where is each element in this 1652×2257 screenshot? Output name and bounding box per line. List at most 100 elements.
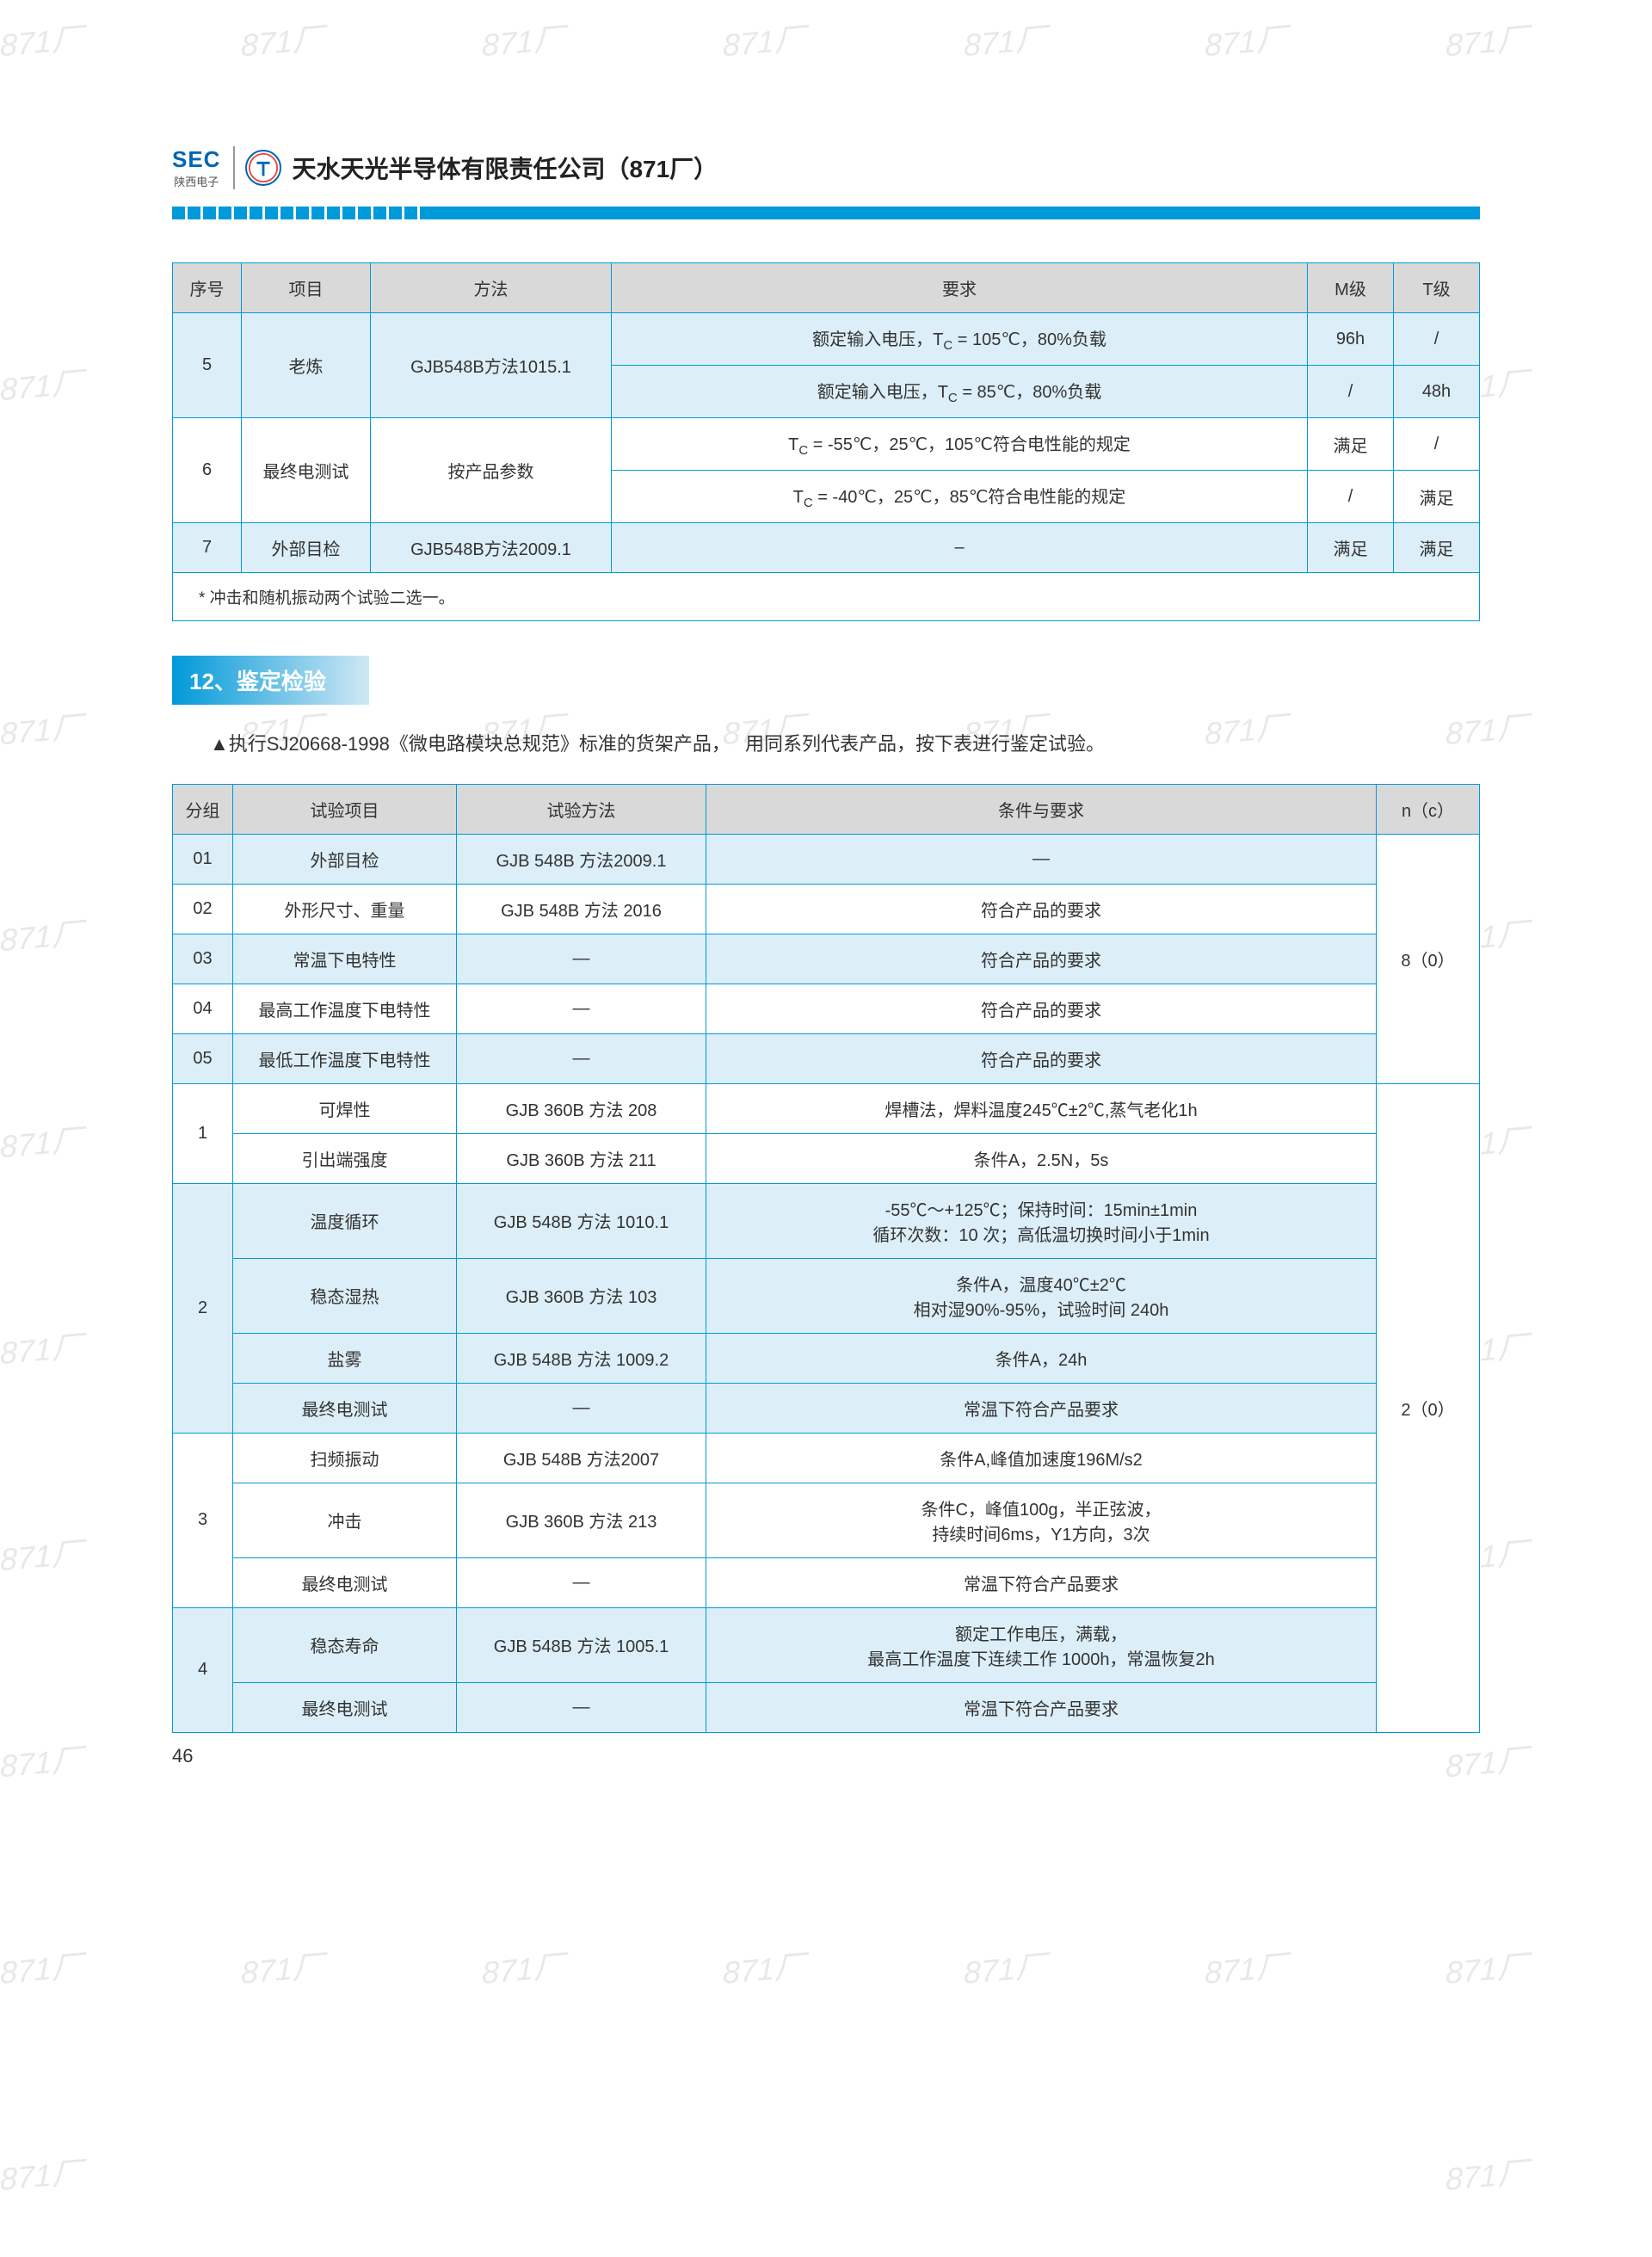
cell: 常温下符合产品要求 (706, 1383, 1377, 1433)
cell: 01 (173, 834, 233, 884)
col-method: 方法 (371, 263, 612, 313)
cell: 符合产品的要求 (706, 884, 1377, 934)
page: SEC 陕西电子 天水天光半导体有限责任公司（871厂） 序号 项目 方法 要求 (0, 0, 1652, 1819)
cell: GJB 548B 方法2009.1 (457, 834, 706, 884)
accent-bar (172, 207, 1480, 219)
page-number: 46 (172, 1745, 193, 1767)
cell: 最高工作温度下电特性 (233, 984, 457, 1033)
cell: 满足 (1394, 471, 1480, 523)
cell: 稳态寿命 (233, 1607, 457, 1682)
cell: 条件A，2.5N，5s (706, 1133, 1377, 1183)
cell: 7 (173, 523, 242, 573)
cell: GJB 548B 方法 1009.2 (457, 1333, 706, 1383)
cell: GJB 360B 方法 208 (457, 1083, 706, 1133)
cell: GJB548B方法2009.1 (371, 523, 612, 573)
cell: 额定输入电压，TC = 105℃，80%负载 (612, 313, 1308, 366)
cell: 符合产品的要求 (706, 934, 1377, 984)
cell: GJB 548B 方法 1010.1 (457, 1183, 706, 1258)
cell: 稳态湿热 (233, 1258, 457, 1333)
sec-logo: SEC 陕西电子 (172, 146, 235, 189)
col-item: 项目 (242, 263, 371, 313)
cell: GJB 360B 方法 211 (457, 1133, 706, 1183)
watermark: 871厂 (0, 1941, 83, 1993)
cell: 盐雾 (233, 1333, 457, 1383)
cell: 1 (173, 1083, 233, 1183)
cell: — (457, 1557, 706, 1607)
cell: GJB 360B 方法 213 (457, 1483, 706, 1557)
cell: 最低工作温度下电特性 (233, 1033, 457, 1083)
cell: 最终电测试 (233, 1682, 457, 1732)
cell: 最终电测试 (233, 1557, 457, 1607)
table-header-row: 序号 项目 方法 要求 M级 T级 (173, 263, 1480, 313)
cell: 条件A，温度40℃±2℃ 相对湿90%-95%，试验时间 240h (706, 1258, 1377, 1333)
cell-nc: 8（0） (1377, 834, 1480, 1083)
cell: 外形尺寸、重量 (233, 884, 457, 934)
cell: GJB 548B 方法 2016 (457, 884, 706, 934)
body-text: ▲执行SJ20668-1998《微电路模块总规范》标准的货架产品， 用同系列代表… (172, 726, 1480, 762)
watermark: 871厂 (723, 1941, 805, 1993)
cell: 03 (173, 934, 233, 984)
col-group: 分组 (173, 784, 233, 834)
cell: 条件C，峰值100g，半正弦波， 持续时间6ms，Y1方向，3次 (706, 1483, 1377, 1557)
cell: / (1394, 313, 1480, 366)
cell: — (457, 1383, 706, 1433)
cell: 04 (173, 984, 233, 1033)
cell: — (457, 934, 706, 984)
cell: / (1308, 471, 1394, 523)
cell: TC = -40℃，25℃，85℃符合电性能的规定 (612, 471, 1308, 523)
cell: TC = -55℃，25℃，105℃符合电性能的规定 (612, 418, 1308, 471)
cell: / (1394, 418, 1480, 471)
watermark: 871厂 (1446, 2148, 1528, 2199)
cell: 温度循环 (233, 1183, 457, 1258)
watermark: 871厂 (1205, 1941, 1287, 1993)
col-test-method: 试验方法 (457, 784, 706, 834)
cell: 额定工作电压，满载， 最高工作温度下连续工作 1000h，常温恢复2h (706, 1607, 1377, 1682)
cell: 4 (173, 1607, 233, 1732)
cell: 条件A,峰值加速度196M/s2 (706, 1433, 1377, 1483)
cell: 3 (173, 1433, 233, 1607)
col-test-item: 试验项目 (233, 784, 457, 834)
cell: 条件A，24h (706, 1333, 1377, 1383)
cell: 符合产品的要求 (706, 984, 1377, 1033)
col-m: M级 (1308, 263, 1394, 313)
cell: 焊槽法，焊料温度245℃±2℃,蒸气老化1h (706, 1083, 1377, 1133)
watermark: 871厂 (1446, 1941, 1528, 1993)
watermark: 871厂 (482, 1941, 564, 1993)
company-name: 天水天光半导体有限责任公司（871厂） (292, 151, 718, 185)
watermark: 871厂 (241, 1941, 324, 1993)
cell: 老炼 (242, 313, 371, 418)
watermark: 871厂 (964, 1941, 1046, 1993)
cell: 可焊性 (233, 1083, 457, 1133)
cell: 满足 (1308, 523, 1394, 573)
cell: 符合产品的要求 (706, 1033, 1377, 1083)
cell: / (1308, 366, 1394, 418)
cell: 6 (173, 418, 242, 523)
table-header-row: 分组 试验项目 试验方法 条件与要求 n（c） (173, 784, 1480, 834)
tg-logo-icon (245, 150, 281, 186)
cell: 外部目检 (242, 523, 371, 573)
cell: — (457, 1033, 706, 1083)
col-cond: 条件与要求 (706, 784, 1377, 834)
cell: 最终电测试 (233, 1383, 457, 1433)
cell: 常温下符合产品要求 (706, 1682, 1377, 1732)
accent-squares (172, 207, 417, 219)
sec-logo-text: SEC (172, 146, 220, 173)
page-header: SEC 陕西电子 天水天光半导体有限责任公司（871厂） (172, 146, 1480, 189)
watermark: 871厂 (0, 2148, 83, 2199)
cell-nc: 2（0） (1377, 1083, 1480, 1732)
cell: 按产品参数 (371, 418, 612, 523)
cell: GJB 360B 方法 103 (457, 1258, 706, 1333)
cell: 48h (1394, 366, 1480, 418)
cell: 冲击 (233, 1483, 457, 1557)
col-t: T级 (1394, 263, 1480, 313)
spec-table-1: 序号 项目 方法 要求 M级 T级 5老炼GJB548B方法1015.1额定输入… (172, 262, 1480, 621)
cell: 5 (173, 313, 242, 418)
cell: 02 (173, 884, 233, 934)
cell: 最终电测试 (242, 418, 371, 523)
cell: — (457, 1682, 706, 1732)
cell: -55℃～+125℃；保持时间：15min±1min 循环次数：10 次；高低温… (706, 1183, 1377, 1258)
cell: 常温下符合产品要求 (706, 1557, 1377, 1607)
cell: GJB548B方法1015.1 (371, 313, 612, 418)
cell: GJB 548B 方法2007 (457, 1433, 706, 1483)
cell: — (706, 834, 1377, 884)
